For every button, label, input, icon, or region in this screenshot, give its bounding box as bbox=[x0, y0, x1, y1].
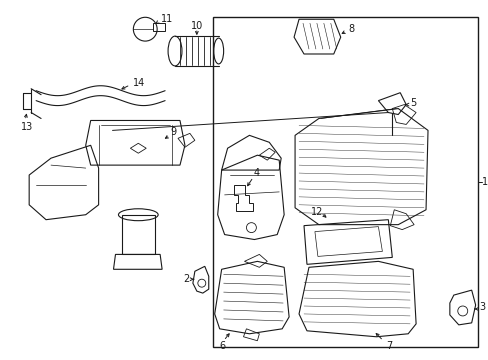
Text: 7: 7 bbox=[386, 341, 392, 351]
Text: 3: 3 bbox=[479, 302, 485, 312]
Text: 2: 2 bbox=[183, 274, 189, 284]
Text: 1: 1 bbox=[481, 177, 487, 187]
Text: 8: 8 bbox=[348, 24, 354, 34]
Text: 11: 11 bbox=[161, 14, 173, 24]
Text: 10: 10 bbox=[190, 21, 203, 31]
Text: 5: 5 bbox=[409, 98, 416, 108]
Text: 13: 13 bbox=[21, 122, 33, 132]
Text: 4: 4 bbox=[253, 168, 259, 178]
Text: 9: 9 bbox=[170, 127, 176, 138]
Text: 12: 12 bbox=[310, 207, 323, 217]
Text: 6: 6 bbox=[219, 341, 225, 351]
Text: 14: 14 bbox=[133, 78, 145, 88]
